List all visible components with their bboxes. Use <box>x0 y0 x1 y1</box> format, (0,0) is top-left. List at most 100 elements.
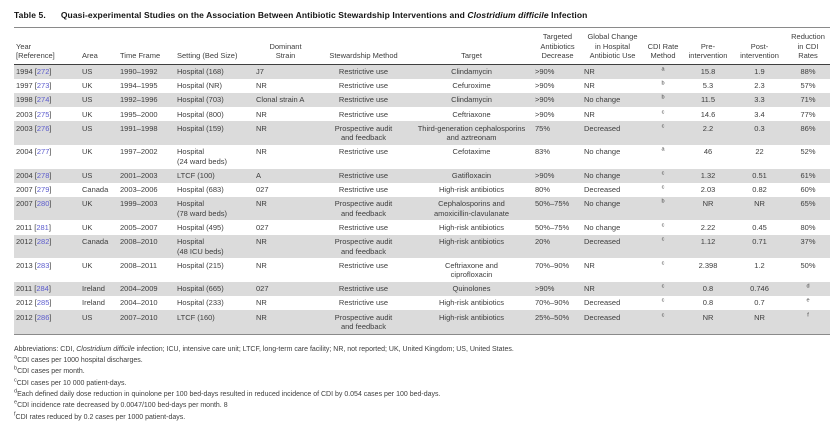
table-row: 2012 [286] US 2007–2010 LTCF (160) NR Prospec… <box>14 310 830 335</box>
cell-strain: NR <box>256 237 267 246</box>
cell-post: 0.51 <box>752 171 767 181</box>
footnote: eCDI incidence rate decreased by 0.0047/… <box>14 400 830 411</box>
cell-target: Quinolones <box>452 284 491 294</box>
year-label: 2011 <box>16 222 33 232</box>
cell-global_change: Decreased <box>584 312 621 322</box>
cell-setting: Hospital (159) <box>177 123 224 133</box>
cell-strain: NR <box>256 298 267 308</box>
cell-target: Third-generation cephalosporins and aztr… <box>417 123 526 143</box>
cell-post: 0.7 <box>754 298 765 308</box>
column-header-year_ref: Year [Reference] <box>14 27 80 65</box>
reference-link[interactable]: 285 <box>36 298 50 308</box>
studies-table: Year [Reference] Area Time Frame Setting (B… <box>14 27 830 335</box>
cell-year_ref: 2013 [283] <box>16 260 52 270</box>
year-label: 2004 <box>16 171 33 181</box>
reference-link[interactable]: 286 <box>36 312 50 322</box>
cell-area: Ireland <box>82 284 105 294</box>
cell-target: Ceftriaxone <box>452 109 491 119</box>
reduction-footnote-marker: e <box>806 297 810 304</box>
cell-global_change: No change <box>584 147 621 157</box>
reference-link[interactable]: 282 <box>36 237 50 246</box>
reference-link[interactable]: 281 <box>36 222 49 232</box>
cell-area: UK <box>82 109 93 119</box>
year-label: 2012 <box>16 237 33 246</box>
table-caption: Table 5. Quasi-experimental Studies on th… <box>14 10 830 20</box>
cell-time_frame: 2004–2010 <box>120 298 158 308</box>
cell-post: 2.3 <box>754 81 765 91</box>
rate-method-footnote-marker: a <box>661 66 665 73</box>
reduction-value: 50% <box>800 260 816 270</box>
footnote-marker: d <box>14 388 18 395</box>
cell-method: Restrictive use <box>338 67 389 77</box>
reduction-value: 61% <box>800 171 816 181</box>
year-label: 1997 <box>16 81 33 91</box>
rate-method-footnote-marker: c <box>661 297 665 304</box>
rate-method-footnote-marker: a <box>661 146 665 153</box>
cell-target: Ceftriaxone and ciprofloxacin <box>445 260 498 280</box>
cell-strain: NR <box>256 147 267 157</box>
cell-year_ref: 2011 [284] <box>16 284 51 294</box>
cell-time_frame: 1995–2000 <box>120 109 158 119</box>
cell-method: Restrictive use <box>338 171 389 181</box>
cell-target: Clindamycin <box>451 67 492 77</box>
reference-link[interactable]: 279 <box>36 185 50 195</box>
rate-method-footnote-marker: b <box>661 80 665 87</box>
reference-link[interactable]: 275 <box>36 109 50 119</box>
cell-decrease: 20% <box>535 237 551 246</box>
cell-post: 0.746 <box>750 284 769 294</box>
rate-method-footnote-marker: c <box>661 170 665 177</box>
cell-time_frame: 2004–2009 <box>120 284 158 294</box>
cell-setting: Hospital (24 ward beds) <box>177 147 228 166</box>
footnote: bCDI cases per month. <box>14 366 830 377</box>
cell-year_ref: 2003 [276] <box>16 123 52 133</box>
reduction-value: 86% <box>800 123 816 133</box>
reference-link[interactable]: 272 <box>36 67 50 77</box>
column-header-post: Post- intervention <box>733 27 786 65</box>
reference-link[interactable]: 274 <box>36 95 50 105</box>
cell-strain: A <box>256 171 262 181</box>
reference-link[interactable]: 283 <box>36 260 50 270</box>
footnote-marker: b <box>14 366 18 373</box>
reference-link[interactable]: 273 <box>36 81 50 91</box>
cell-target: Cefuroxime <box>452 81 491 91</box>
footnote-text: Each defined daily dose reduction in qui… <box>17 391 441 399</box>
cell-post: 3.4 <box>754 109 765 119</box>
reference-link[interactable]: 278 <box>36 171 50 181</box>
cell-setting: Hospital (665) <box>177 284 224 294</box>
cell-reduction: 86% <box>786 121 830 145</box>
cell-rate_method: c <box>643 169 683 183</box>
cell-strain: 027 <box>256 222 269 232</box>
table-row: 1998 [274] US 1992–1996 Hospital (703) Clona… <box>14 92 830 108</box>
reference-link[interactable]: 280 <box>36 199 50 209</box>
cell-area: US <box>82 123 93 133</box>
reference-link[interactable]: 276 <box>36 123 50 133</box>
reduction-value: 80% <box>800 222 816 232</box>
cell-global_change: Decreased <box>584 237 621 246</box>
rate-method-footnote-marker: c <box>661 236 665 243</box>
cell-decrease: 70%–90% <box>535 298 570 308</box>
cell-method: Restrictive use <box>338 260 389 270</box>
reduction-value: 65% <box>800 199 816 209</box>
cell-pre: NR <box>702 199 714 209</box>
cell-global_change: NR <box>584 284 595 294</box>
footnotes: Abbreviations: CDI, Clostridium difficil… <box>14 344 830 423</box>
cell-pre: 0.8 <box>702 284 714 294</box>
cell-area: US <box>82 312 93 322</box>
cell-decrease: 83% <box>535 147 551 157</box>
cell-target: Cefotaxime <box>452 147 491 157</box>
year-label: 2013 <box>16 260 33 270</box>
footnote-marker: a <box>14 354 18 361</box>
cell-time_frame: 1999–2003 <box>120 199 158 209</box>
year-label: 2012 <box>16 312 33 322</box>
reduction-footnote-marker: f <box>807 312 809 319</box>
reference-link[interactable]: 284 <box>36 284 49 294</box>
cell-decrease: >90% <box>535 67 555 77</box>
cell-global_change: NR <box>584 81 595 91</box>
table-body: 1994 [272] US 1990–1992 Hospital (168) J7 Res… <box>14 64 830 335</box>
cell-time_frame: 1997–2002 <box>120 147 158 157</box>
cell-global_change: Decreased <box>584 185 621 195</box>
year-label: 2012 <box>16 298 33 308</box>
table-row: 2007 [280] UK 1999–2003 Hospital (78 ward b… <box>14 196 830 221</box>
reference-link[interactable]: 277 <box>36 147 50 157</box>
cell-time_frame: 2005–2007 <box>120 222 158 232</box>
